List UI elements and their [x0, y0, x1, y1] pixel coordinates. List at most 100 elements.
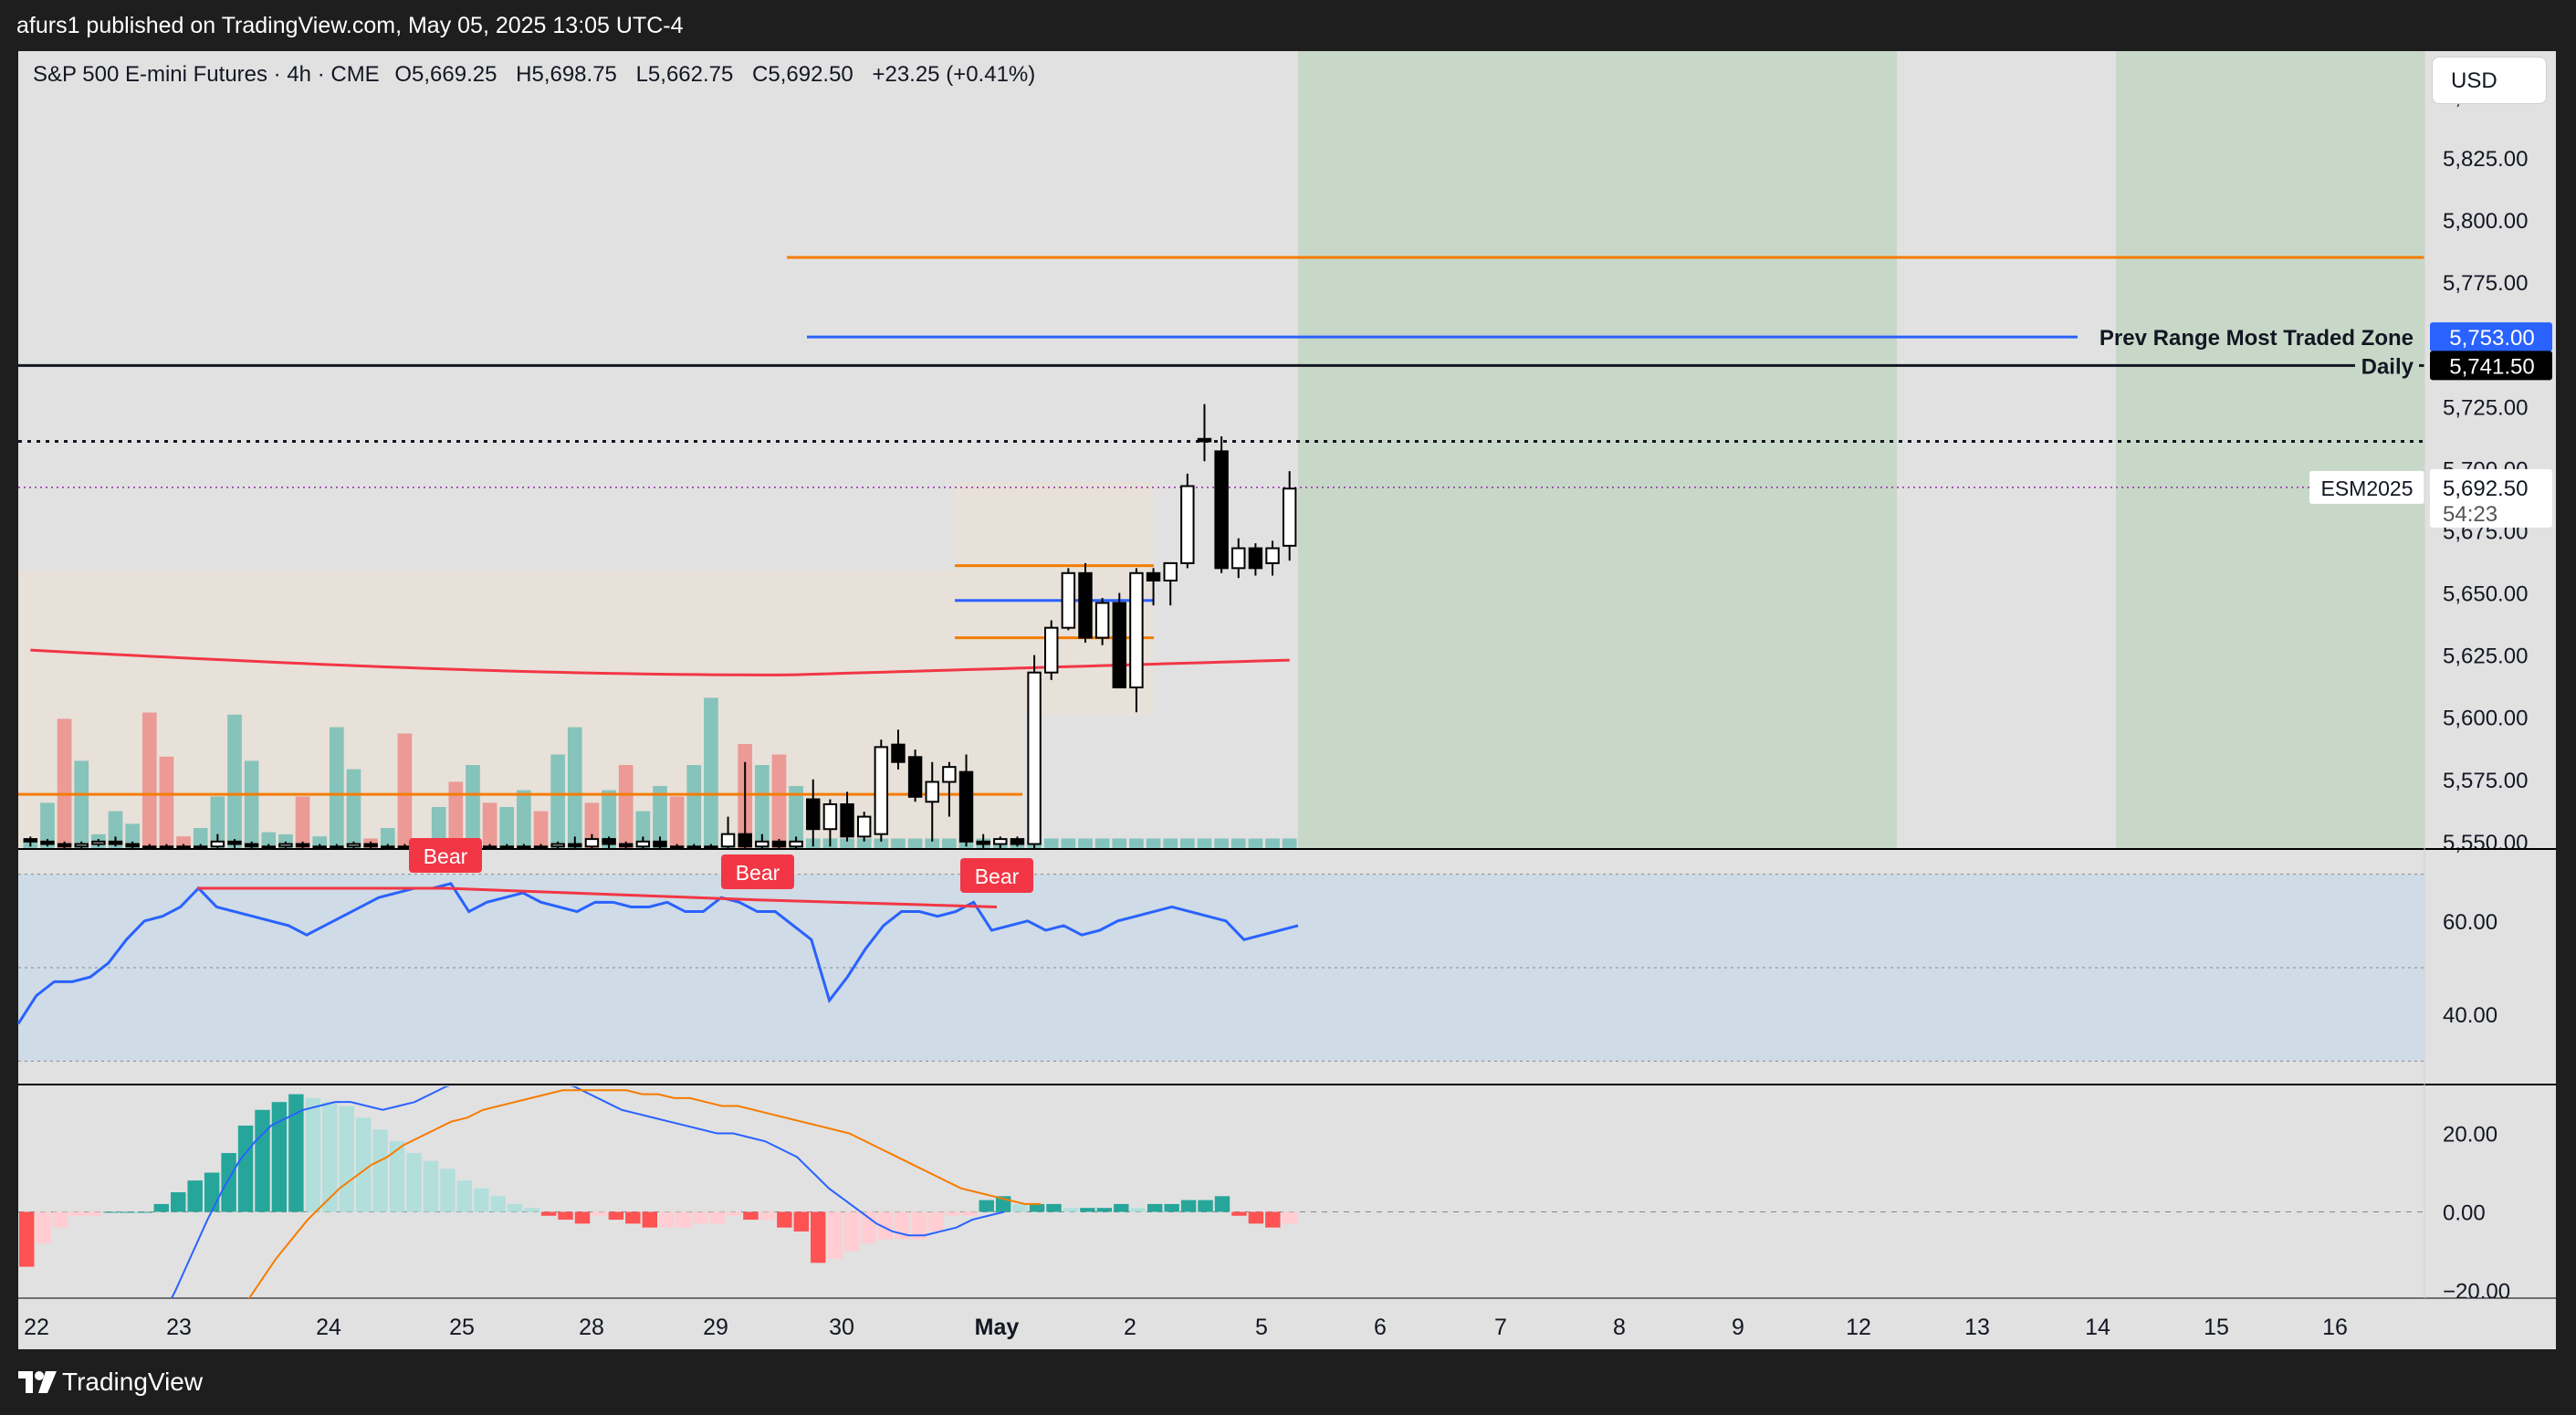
volume-bar [602, 790, 616, 849]
candle-body [363, 843, 378, 848]
volume-bar [141, 712, 157, 849]
close-label: C [752, 62, 769, 87]
low-value: 5,662.75 [647, 62, 734, 87]
time-axis-tick: 16 [2322, 1315, 2348, 1340]
volume-bar [567, 727, 582, 849]
current-price-box [2430, 468, 2552, 528]
macd-histogram-bar [877, 1211, 894, 1240]
candle-body [771, 840, 787, 848]
price-axis-tick: 5,775.00 [2443, 271, 2528, 296]
price-axis-tick: 5,650.00 [2443, 582, 2528, 607]
macd-histogram-bar [861, 1211, 876, 1243]
time-axis-tick: 29 [703, 1315, 728, 1340]
volume-bar [653, 786, 667, 849]
macd-axis-tick: 20.00 [2443, 1123, 2497, 1148]
candle-body [907, 756, 923, 798]
bear-label: Bear [736, 861, 780, 885]
volume-bar [193, 828, 208, 849]
candle-body [482, 845, 497, 850]
macd-histogram-bar [743, 1211, 759, 1221]
symbol-title[interactable]: S&P 500 E-mini Futures · 4h · CME [33, 62, 380, 87]
time-axis-tick: 30 [829, 1315, 854, 1340]
volume-bar [346, 769, 361, 849]
volume-bar [295, 796, 310, 849]
tradingview-logo-icon[interactable] [18, 1369, 60, 1395]
candle-body [653, 840, 667, 848]
candle-body [499, 845, 514, 850]
macd-histogram-bar [355, 1117, 372, 1212]
macd-histogram-bar [36, 1211, 51, 1243]
macd-histogram-bar [171, 1192, 186, 1212]
macd-histogram-bar [507, 1203, 523, 1212]
candle-body [704, 845, 718, 850]
candle-body [312, 845, 327, 850]
volume-bar [40, 802, 55, 849]
macd-histogram-bar [322, 1102, 338, 1212]
rsi-axis-tick: 60.00 [2443, 910, 2497, 935]
volume-bar [1078, 838, 1093, 849]
macd-histogram-bar [524, 1208, 539, 1212]
symbol-tag-box [2309, 470, 2424, 504]
candle-body [755, 840, 770, 848]
candle-body [346, 843, 361, 848]
bear-label: Bear [424, 844, 468, 868]
divergence-line [445, 886, 759, 902]
candle-body [1231, 547, 1246, 570]
price-line-label[interactable]: Daily [2361, 354, 2414, 379]
price-line-axis-box [2430, 322, 2552, 352]
macd-histogram-bar [490, 1196, 506, 1212]
candle-body [1197, 437, 1212, 443]
time-axis-tick: 15 [2204, 1315, 2229, 1340]
candle-body [40, 840, 55, 845]
tradingview-brand[interactable]: TradingView [62, 1368, 204, 1396]
macd-histogram-bar [204, 1172, 220, 1212]
volume-bar [755, 765, 770, 849]
macd-histogram-bar [1080, 1208, 1095, 1212]
time-axis-tick: 14 [2085, 1315, 2110, 1340]
macd-axis-tick: −20.00 [2443, 1279, 2510, 1304]
volume-bar [891, 838, 906, 849]
candle-body [602, 838, 616, 845]
time-axis-tick: 22 [24, 1315, 49, 1340]
time-axis-tick: 25 [449, 1315, 475, 1340]
volume-bar [74, 760, 89, 849]
volume-bar [1230, 838, 1246, 849]
candle-body [74, 843, 89, 848]
price-axis-tick: 5,600.00 [2443, 707, 2528, 731]
macd-histogram-bar [1282, 1211, 1297, 1224]
volume-bar [448, 781, 464, 849]
macd-histogram-bar [339, 1106, 354, 1212]
candle-body [720, 833, 736, 848]
macd-histogram-bar [675, 1211, 691, 1228]
volume-bar [1265, 838, 1280, 849]
time-axis-tick: 7 [1494, 1315, 1507, 1340]
candle-body [1061, 571, 1076, 629]
volume-bar [686, 765, 702, 849]
macd-histogram-bar [945, 1211, 961, 1216]
macd-histogram-bar [305, 1097, 321, 1212]
price-line-label[interactable]: Prev Range Most Traded Zone [2100, 326, 2414, 351]
time-axis-tick: 24 [316, 1315, 341, 1340]
macd-histogram-bar [979, 1200, 994, 1212]
price-line-axis-label: 5,753.00 [2449, 326, 2534, 351]
rsi-line [16, 882, 1299, 1025]
volume-bar [380, 828, 395, 849]
currency-button[interactable]: USD [2432, 57, 2547, 104]
macd-histogram-bar [827, 1211, 843, 1260]
candle-body [57, 843, 72, 848]
price-line-axis-label: 5,741.50 [2449, 354, 2534, 379]
macd-histogram-bar [1114, 1203, 1129, 1212]
volume-bar [57, 718, 72, 849]
macd-histogram-bar [793, 1211, 810, 1232]
candle-body [330, 845, 344, 850]
volume-bar [1129, 838, 1144, 849]
candle-body [669, 845, 685, 850]
candle-body [822, 802, 838, 831]
volume-bar [159, 756, 174, 849]
candle-body [533, 845, 549, 850]
price-axis-tick: 5,725.00 [2443, 395, 2528, 420]
macd-histogram-bar [187, 1180, 203, 1212]
footer: TradingView [0, 1349, 2576, 1415]
